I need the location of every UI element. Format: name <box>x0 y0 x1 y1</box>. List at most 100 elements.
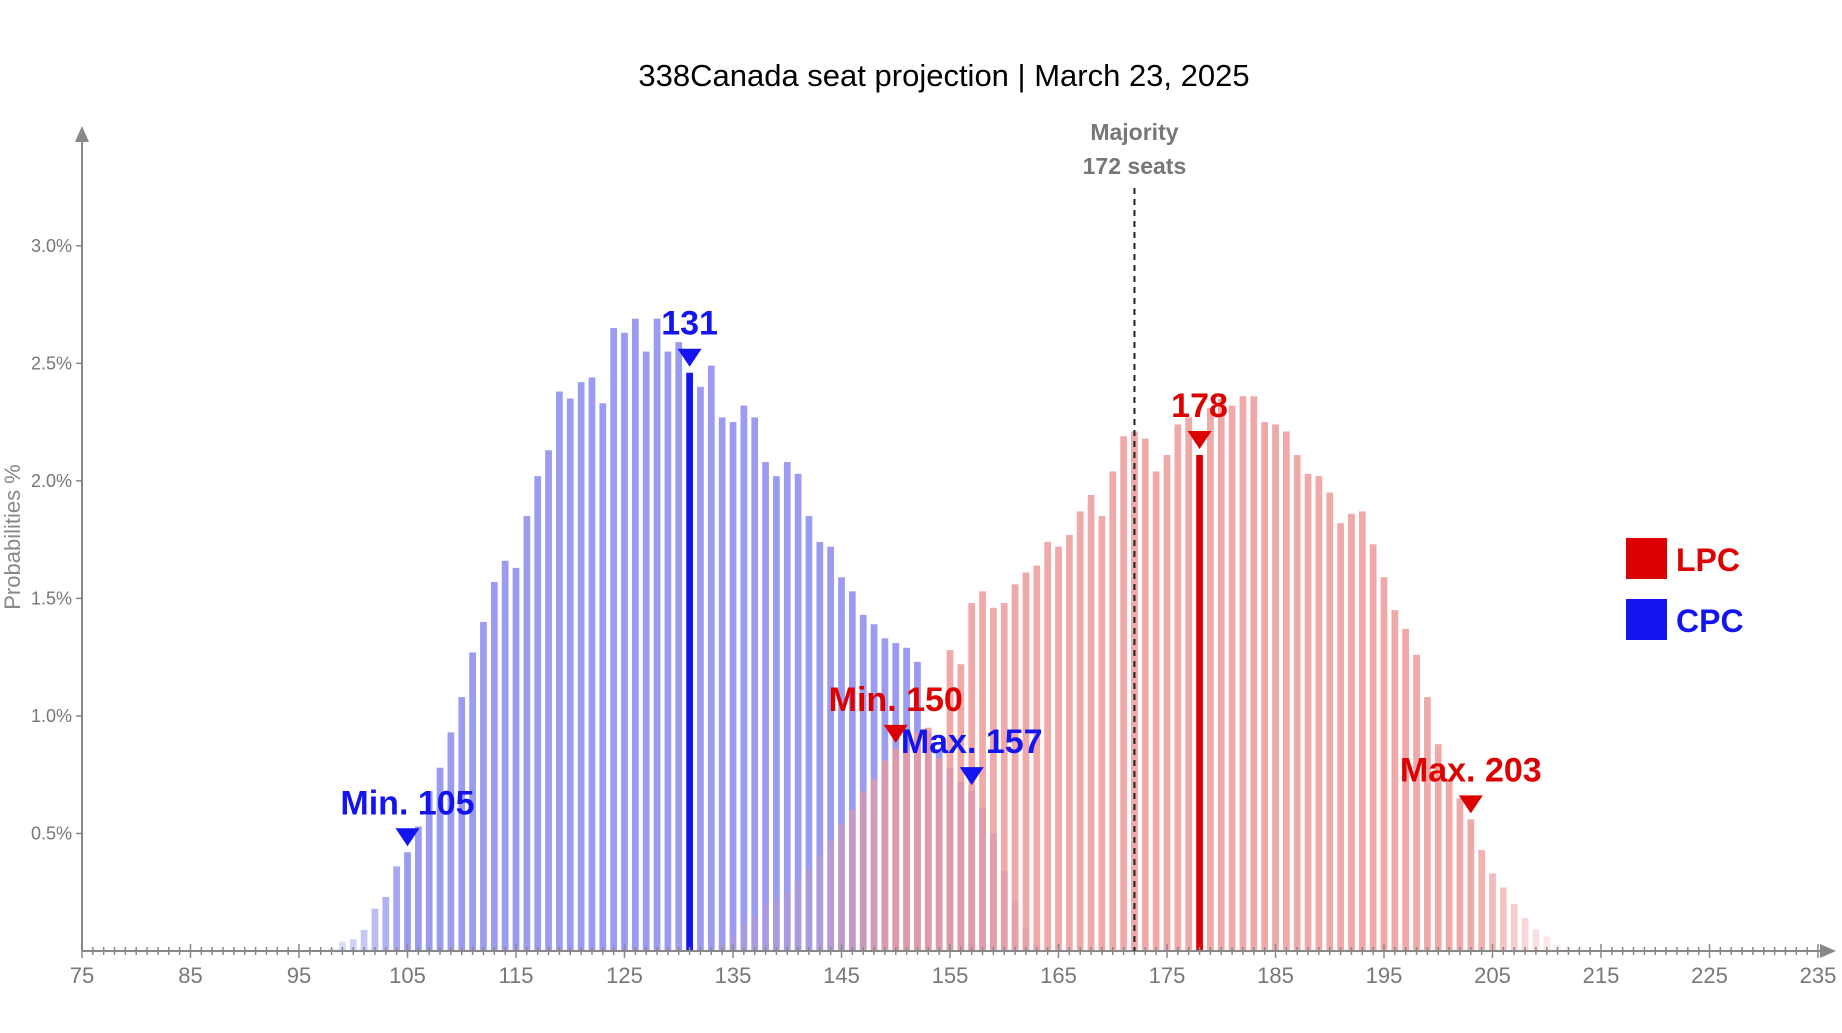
majority-seats-label: 172 seats <box>1083 153 1187 179</box>
lpc-bar <box>1250 396 1258 952</box>
legend-label-lpc: LPC <box>1676 542 1740 578</box>
lpc-bar <box>1261 422 1269 952</box>
lpc-bar <box>1337 523 1344 951</box>
lpc-bar <box>935 758 943 951</box>
cpc-bar <box>458 697 466 951</box>
lpc-bar <box>1141 438 1149 951</box>
lpc-bar <box>848 809 856 951</box>
cpc-bar <box>523 516 531 951</box>
cpc-max-marker <box>959 767 984 786</box>
lpc-bar <box>1282 431 1290 951</box>
y-tick-label: 2.5% <box>31 353 72 373</box>
x-tick-label: 105 <box>389 963 426 988</box>
lpc-bar <box>892 748 900 951</box>
lpc-bar <box>870 779 878 951</box>
cpc-bar <box>642 351 650 951</box>
cpc-bar <box>501 560 509 951</box>
lpc-bar <box>816 854 824 951</box>
lpc-bar <box>1304 473 1312 951</box>
cpc-bar <box>859 614 867 951</box>
x-tick-label: 135 <box>715 963 752 988</box>
lpc-bar <box>1217 398 1225 952</box>
lpc-bar <box>946 650 954 951</box>
cpc-bar <box>675 342 683 951</box>
legend-swatch-cpc <box>1626 599 1667 640</box>
lpc-bar <box>1272 424 1279 951</box>
lpc-bar <box>957 664 965 951</box>
cpc-median-bar <box>686 372 693 952</box>
x-tick-label: 215 <box>1583 963 1620 988</box>
x-tick-label: 95 <box>287 963 311 988</box>
cpc-bar <box>762 462 769 951</box>
lpc-bar <box>990 607 997 951</box>
lpc-bar <box>1055 546 1062 951</box>
lpc-bar <box>740 925 748 951</box>
annotations-layer: Majority 172 seats 131 Min. 105 Max. 157 178 M… <box>340 119 1542 951</box>
lpc-bar <box>794 880 802 951</box>
cpc-bar <box>783 462 791 951</box>
cpc-bar <box>816 541 824 951</box>
lpc-bar <box>1456 798 1464 951</box>
x-tick-label: 155 <box>932 963 969 988</box>
legend-label-cpc: CPC <box>1676 603 1744 639</box>
lpc-bar <box>1098 516 1106 951</box>
cpc-median-label: 131 <box>661 305 718 343</box>
lpc-bar <box>924 727 932 951</box>
lpc-bar <box>881 760 889 951</box>
axes-layer: 75 85 95 105 115 125 135 145 155 165 175 185 195 205 2… <box>31 126 1836 988</box>
cpc-bar <box>371 908 379 951</box>
cpc-bar <box>545 450 552 951</box>
x-tick-label: 165 <box>1040 963 1077 988</box>
lpc-bar <box>1228 405 1236 951</box>
lpc-bar <box>1445 779 1453 951</box>
lpc-bar <box>1000 603 1008 951</box>
lpc-bar <box>1076 511 1084 951</box>
lpc-bar <box>1011 584 1019 951</box>
cpc-bar <box>490 581 498 951</box>
lpc-max-label: Max. 203 <box>1400 751 1542 789</box>
x-tick-label: 125 <box>606 963 643 988</box>
x-tick-label: 235 <box>1800 963 1837 988</box>
cpc-bar <box>599 403 607 951</box>
cpc-bar <box>794 473 802 951</box>
cpc-bar <box>740 405 748 951</box>
lpc-bar <box>1402 628 1410 951</box>
lpc-bar <box>1120 436 1127 951</box>
cpc-bar <box>577 382 585 951</box>
cpc-bar <box>664 351 672 951</box>
x-tick-label: 85 <box>178 963 202 988</box>
cpc-median-marker <box>677 348 702 367</box>
cpc-min-marker <box>395 828 420 847</box>
lpc-bar <box>1174 424 1182 951</box>
y-tick-label: 0.5% <box>31 823 72 843</box>
lpc-bar <box>1489 873 1496 951</box>
lpc-bar <box>783 892 791 951</box>
x-tick-label: 205 <box>1474 963 1511 988</box>
lpc-bar <box>1424 697 1431 951</box>
lpc-bar <box>1380 577 1388 951</box>
majority-label: Majority <box>1090 119 1178 145</box>
cpc-bar <box>773 476 780 951</box>
cpc-bar <box>588 377 596 951</box>
y-axis-arrow <box>75 126 89 142</box>
lpc-bar <box>1239 396 1247 952</box>
lpc-bar <box>1499 887 1507 951</box>
lpc-bar <box>1326 492 1334 951</box>
lpc-bar <box>1065 534 1073 951</box>
cpc-bar <box>610 328 618 951</box>
lpc-min-label: Min. 150 <box>829 681 963 719</box>
x-tick-label: 225 <box>1691 963 1728 988</box>
lpc-bar <box>805 868 813 951</box>
lpc-bar <box>1207 407 1214 952</box>
lpc-bar <box>1391 610 1399 951</box>
y-tick-label: 3.0% <box>31 236 72 256</box>
lpc-bar <box>1521 918 1529 951</box>
lpc-bar <box>773 901 780 951</box>
cpc-bar <box>805 516 813 951</box>
legend: LPC CPC <box>1626 538 1744 640</box>
cpc-bar <box>404 852 411 951</box>
lpc-bar <box>1163 455 1171 951</box>
cpc-bar <box>838 577 845 951</box>
